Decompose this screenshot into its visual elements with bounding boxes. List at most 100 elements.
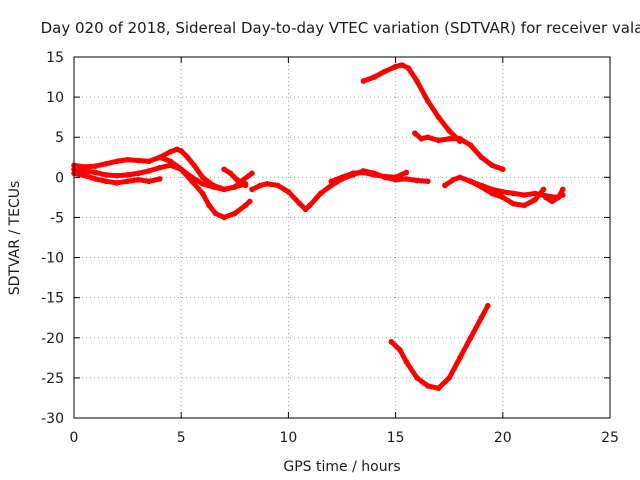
series-track-5 bbox=[221, 166, 248, 188]
data-point bbox=[124, 178, 131, 185]
data-point bbox=[174, 146, 180, 153]
data-point bbox=[446, 128, 453, 134]
y-tick-label: -25 bbox=[41, 371, 64, 387]
y-tick-label: 10 bbox=[46, 90, 64, 106]
data-point bbox=[135, 170, 142, 177]
data-point bbox=[457, 355, 463, 361]
data-point bbox=[146, 178, 152, 185]
data-point bbox=[532, 190, 538, 197]
data-point bbox=[178, 166, 184, 173]
data-point bbox=[403, 169, 410, 176]
data-point bbox=[285, 189, 292, 195]
data-point bbox=[103, 172, 109, 178]
data-point bbox=[317, 190, 324, 197]
data-point bbox=[403, 359, 410, 365]
data-point bbox=[234, 176, 240, 183]
data-point bbox=[542, 194, 549, 201]
data-point bbox=[114, 180, 120, 186]
data-point bbox=[489, 162, 495, 169]
data-point bbox=[540, 186, 547, 193]
data-point bbox=[242, 182, 249, 189]
data-point bbox=[199, 190, 206, 197]
data-point bbox=[81, 172, 88, 179]
series-track-11 bbox=[468, 178, 566, 200]
data-point bbox=[221, 186, 227, 193]
data-point bbox=[392, 174, 399, 181]
data-point bbox=[382, 68, 388, 75]
data-point bbox=[500, 189, 506, 195]
y-axis-label: SDTVAR / TECUs bbox=[7, 181, 23, 296]
data-point bbox=[135, 157, 142, 164]
data-point bbox=[435, 385, 442, 392]
y-tick-label: -5 bbox=[50, 210, 64, 226]
axis-ticks: 0 5 10 15 20 25 -30 -25 -20 -15 -10 -5 0 5 10 15 bbox=[41, 50, 619, 446]
data-point bbox=[425, 383, 431, 389]
data-point bbox=[467, 335, 474, 341]
data-point bbox=[510, 201, 517, 207]
data-point bbox=[146, 168, 152, 174]
x-tick-label: 25 bbox=[601, 430, 619, 446]
y-tick-label: -10 bbox=[41, 251, 64, 267]
data-point bbox=[500, 166, 506, 173]
data-point bbox=[549, 198, 555, 205]
data-point bbox=[264, 181, 270, 187]
data-point bbox=[135, 176, 142, 183]
x-tick-label: 0 bbox=[70, 430, 79, 446]
data-point bbox=[221, 214, 227, 221]
data-point bbox=[435, 137, 442, 144]
data-point bbox=[114, 172, 120, 179]
plot-frame bbox=[73, 56, 611, 419]
data-point bbox=[446, 375, 453, 381]
x-tick-label: 20 bbox=[494, 430, 512, 446]
data-point bbox=[555, 194, 562, 201]
data-point bbox=[249, 170, 255, 177]
y-tick-label: -30 bbox=[41, 411, 64, 427]
y-tick-label: -20 bbox=[41, 331, 64, 347]
data-point bbox=[521, 192, 527, 198]
data-point bbox=[349, 170, 356, 177]
y-tick-label: 0 bbox=[55, 170, 64, 186]
x-tick-label: 15 bbox=[387, 430, 405, 446]
data-point bbox=[296, 200, 302, 206]
data-point bbox=[339, 174, 345, 181]
series-track-12 bbox=[543, 186, 566, 204]
data-point bbox=[467, 142, 474, 148]
data-point bbox=[157, 154, 163, 161]
series-track-13 bbox=[388, 303, 491, 391]
data-point bbox=[371, 74, 378, 80]
data-point bbox=[382, 173, 388, 180]
data-point bbox=[397, 347, 403, 353]
data-point bbox=[414, 177, 420, 184]
data-point bbox=[92, 176, 99, 182]
data-point bbox=[302, 206, 309, 213]
data-point bbox=[510, 190, 517, 197]
data-series bbox=[71, 62, 566, 392]
data-point bbox=[435, 114, 442, 120]
data-point bbox=[232, 184, 238, 190]
y-tick-label: -15 bbox=[41, 291, 64, 307]
data-point bbox=[191, 162, 197, 169]
data-point bbox=[157, 164, 163, 171]
data-point bbox=[81, 168, 88, 174]
data-point bbox=[371, 172, 378, 178]
data-point bbox=[212, 210, 219, 217]
data-point bbox=[328, 178, 335, 185]
data-point bbox=[103, 160, 109, 167]
data-point bbox=[199, 181, 206, 187]
series-track-8 bbox=[360, 62, 463, 144]
data-point bbox=[478, 154, 485, 161]
data-point bbox=[249, 186, 255, 193]
data-point bbox=[221, 166, 227, 173]
data-point bbox=[521, 202, 527, 209]
data-point bbox=[92, 169, 99, 176]
data-point bbox=[457, 136, 463, 142]
series-track-9 bbox=[412, 130, 506, 172]
data-point bbox=[425, 98, 431, 104]
y-tick-label: 15 bbox=[46, 50, 64, 66]
data-point bbox=[167, 148, 174, 155]
data-point bbox=[425, 178, 431, 185]
y-tick-label: 5 bbox=[55, 130, 64, 146]
data-point bbox=[388, 339, 395, 345]
data-point bbox=[489, 186, 495, 193]
